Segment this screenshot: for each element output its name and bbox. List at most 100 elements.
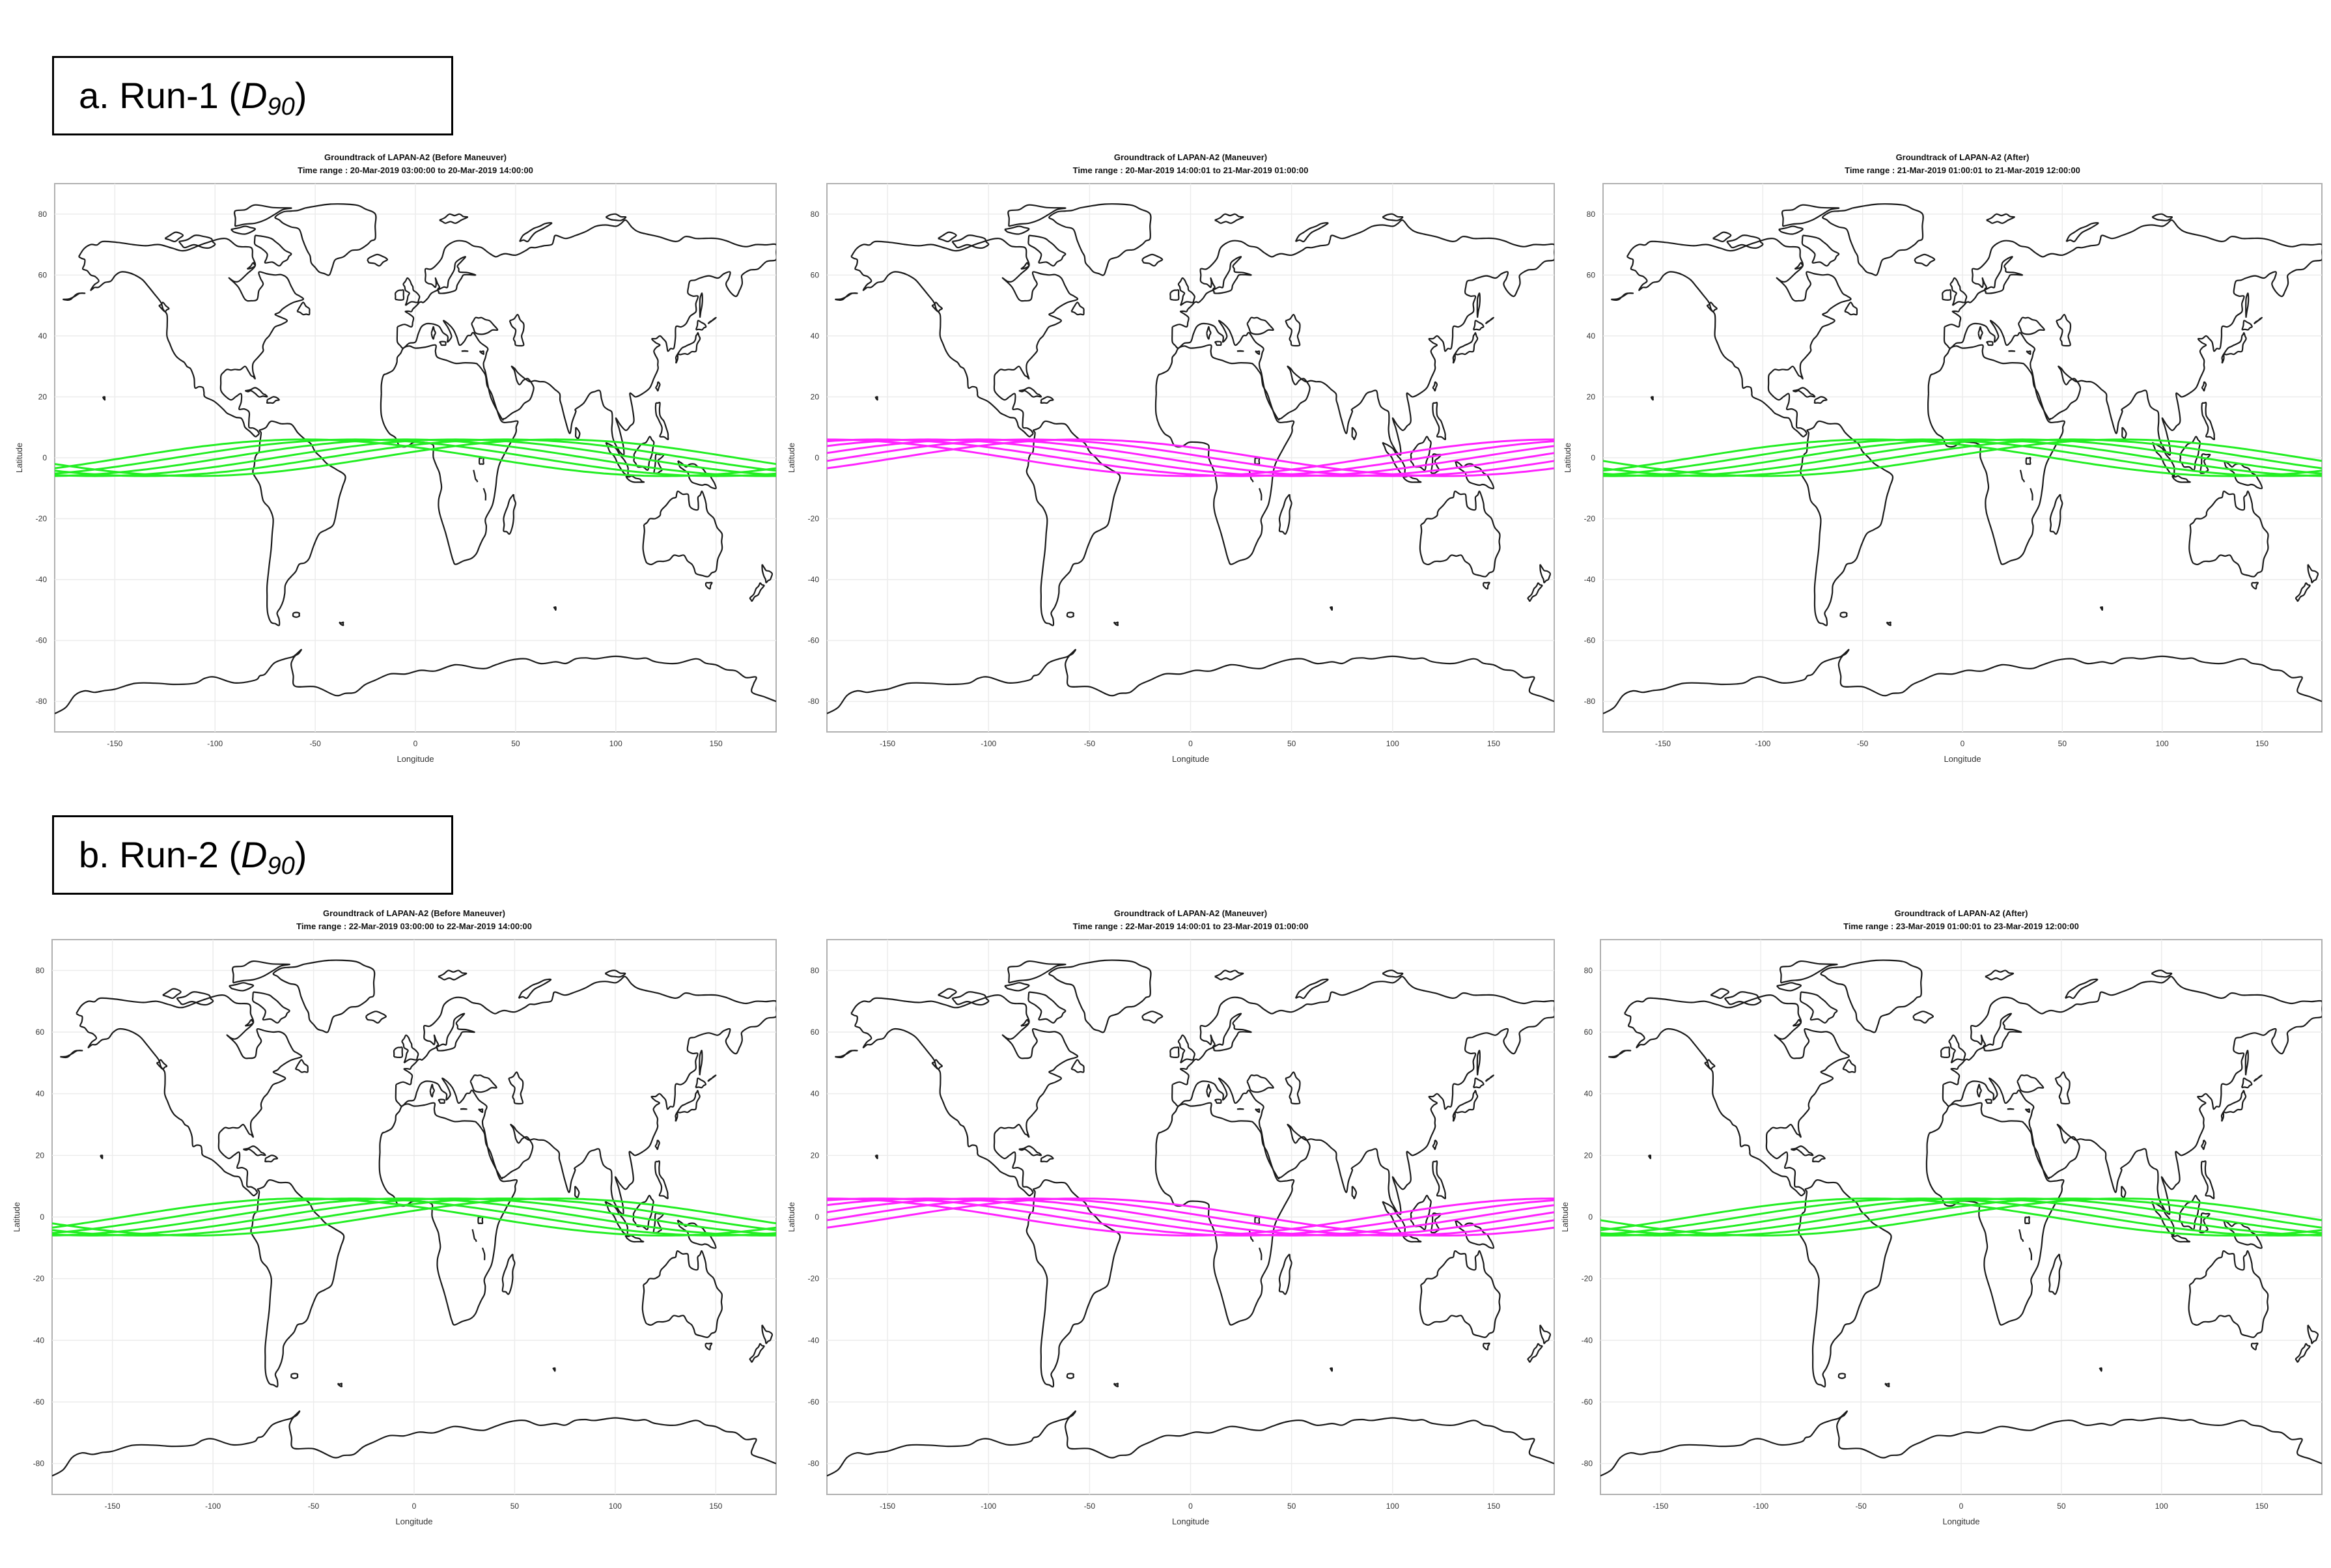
coastline xyxy=(395,975,776,1215)
y-tick-label: 40 xyxy=(38,331,48,341)
groundtrack-pass xyxy=(1603,438,2322,477)
x-tick-label: -50 xyxy=(308,1502,320,1511)
y-tick-label: 40 xyxy=(811,331,820,341)
chart-subtitle: Time range : 21-Mar-2019 01:00:01 to 21-… xyxy=(1845,165,2080,175)
coastline xyxy=(1285,1071,1301,1105)
groundtrack-pass xyxy=(1600,1197,2322,1237)
coastline xyxy=(1236,350,1244,352)
y-tick-label: -40 xyxy=(808,1336,820,1345)
chart-title: Groundtrack of LAPAN-A2 (After) xyxy=(1895,908,2028,918)
coastline xyxy=(1483,1342,1490,1351)
groundtrack-pass xyxy=(827,438,1554,477)
coastline xyxy=(1811,1155,1826,1163)
x-tick-label: -100 xyxy=(207,739,223,748)
y-tick-label: 80 xyxy=(1587,210,1596,219)
coastline xyxy=(1171,219,1554,456)
coastline xyxy=(478,1108,484,1113)
coastline xyxy=(438,1099,445,1104)
coastline xyxy=(1430,453,1442,474)
coastline xyxy=(1246,1074,1274,1093)
coastline xyxy=(1948,1034,1966,1064)
coastline xyxy=(503,494,516,535)
coastline xyxy=(1329,606,1333,611)
y-tick-label: 80 xyxy=(36,966,45,975)
coastline xyxy=(1781,204,1840,227)
y-tick-label: -80 xyxy=(36,697,48,706)
run-label-symbol: D xyxy=(241,75,268,116)
coastline xyxy=(244,1018,255,1027)
groundtrack-layer xyxy=(1600,1197,2322,1237)
y-tick-label: -20 xyxy=(808,1274,820,1283)
coastline xyxy=(641,1250,723,1338)
coastline xyxy=(1007,204,1067,227)
coastline xyxy=(1351,427,1358,441)
x-axis-label: Longitude xyxy=(1942,1517,1979,1526)
coastline xyxy=(2151,213,2173,221)
coastline xyxy=(2253,316,2263,325)
coastline xyxy=(827,1410,1554,1477)
chart-title: Groundtrack of LAPAN-A2 (After) xyxy=(1896,152,2030,162)
coastline xyxy=(2295,582,2311,602)
y-tick-label: 60 xyxy=(811,1028,820,1037)
coastline xyxy=(2199,1212,2211,1234)
coastline xyxy=(2245,292,2250,318)
coastline xyxy=(835,1050,858,1059)
y-tick-label: 0 xyxy=(815,1212,819,1222)
coastline xyxy=(2188,490,2269,578)
y-tick-label: -20 xyxy=(33,1274,45,1283)
chart-subtitle: Time range : 22-Mar-2019 14:00:01 to 23-… xyxy=(1073,921,1309,931)
coastline xyxy=(707,316,717,325)
coastline xyxy=(1430,1212,1442,1234)
coastline xyxy=(1214,213,1244,224)
groundtrack-pass xyxy=(52,1197,776,1237)
run-label-suffix: ) xyxy=(294,75,307,116)
coastline xyxy=(1912,1011,1934,1024)
coastline xyxy=(1020,262,1030,270)
groundtrack-pass xyxy=(55,438,776,477)
x-tick-label: 50 xyxy=(1287,1502,1296,1511)
y-tick-label: 60 xyxy=(38,270,48,279)
coastline xyxy=(1813,396,1828,404)
y-tick-label: 60 xyxy=(36,1028,45,1037)
coastline xyxy=(1485,316,1494,325)
coastline xyxy=(393,1046,404,1058)
coastline xyxy=(827,649,1554,714)
coastline xyxy=(230,225,257,235)
groundtrack-pass xyxy=(1600,1197,2322,1237)
coastline xyxy=(401,1034,419,1064)
coastline xyxy=(1070,301,1085,316)
x-axis-label: Longitude xyxy=(397,754,434,764)
coastline xyxy=(77,238,305,438)
coastline xyxy=(438,970,468,981)
groundtrack-pass xyxy=(827,1197,1554,1237)
coastline xyxy=(1476,292,1481,318)
coastline xyxy=(2307,1324,2319,1345)
coastline xyxy=(1724,991,1762,1006)
y-tick-label: 60 xyxy=(1584,1028,1593,1037)
coastline xyxy=(1004,225,1030,235)
coastline xyxy=(264,1155,279,1163)
x-tick-label: 150 xyxy=(2255,1502,2268,1511)
coastline xyxy=(2295,1343,2311,1363)
coastline xyxy=(850,238,1079,438)
coastline xyxy=(394,289,405,301)
groundtrack-layer xyxy=(827,1197,1554,1237)
coastline xyxy=(1432,402,1447,440)
coastline xyxy=(2188,1250,2269,1338)
coastline xyxy=(605,213,627,221)
coastline xyxy=(654,402,669,440)
y-tick-label: -80 xyxy=(1584,697,1596,706)
chart-title: Groundtrack of LAPAN-A2 (Before Maneuver… xyxy=(323,908,505,918)
x-tick-label: -50 xyxy=(309,739,321,748)
y-tick-label: 20 xyxy=(36,1151,45,1160)
coastline xyxy=(1040,396,1054,404)
coastline xyxy=(1177,1034,1195,1064)
coastline xyxy=(396,219,776,456)
coastline xyxy=(158,301,170,313)
y-tick-label: 0 xyxy=(815,453,819,462)
x-tick-label: 100 xyxy=(1386,1502,1399,1511)
coastline xyxy=(337,1382,343,1388)
coastline xyxy=(695,1077,707,1089)
coastline xyxy=(707,1074,717,1082)
coastline xyxy=(1258,488,1263,501)
